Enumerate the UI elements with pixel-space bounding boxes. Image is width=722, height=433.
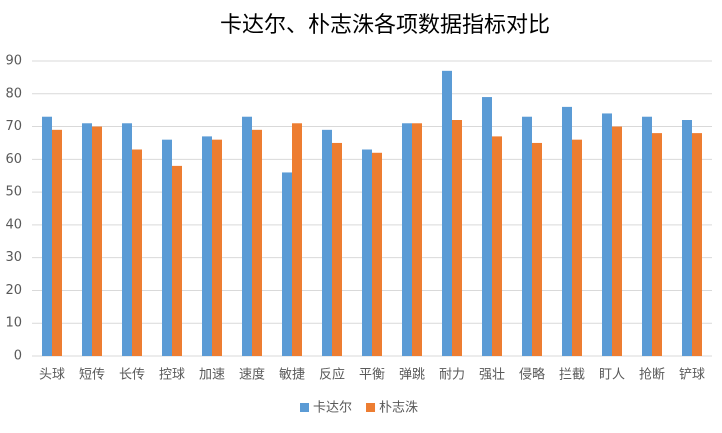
legend-label: 卡达尔 — [313, 401, 352, 416]
bar — [692, 133, 702, 356]
y-tick-label: 0 — [14, 349, 22, 364]
bar — [442, 70, 452, 356]
bar — [122, 123, 132, 357]
y-tick-label: 60 — [5, 152, 22, 167]
bar — [162, 139, 172, 356]
x-tick-label: 盯人 — [599, 368, 625, 383]
bar — [452, 120, 462, 356]
bar — [82, 123, 92, 357]
bar — [132, 149, 142, 356]
bar — [212, 139, 222, 356]
bar — [602, 113, 612, 356]
bar — [322, 129, 332, 356]
x-tick-label: 抢断 — [639, 367, 665, 383]
bar — [42, 116, 52, 356]
bar — [522, 116, 532, 356]
bar — [682, 120, 692, 356]
chart-title: 卡达尔、朴志洙各项数据指标对比 — [220, 13, 550, 38]
legend-swatch — [300, 403, 309, 412]
x-tick-label: 加速 — [199, 368, 225, 383]
y-tick-label: 40 — [5, 217, 22, 232]
x-tick-label: 平衡 — [359, 368, 385, 383]
legend-swatch — [366, 403, 376, 412]
bar — [482, 97, 492, 357]
x-tick-label: 控球 — [159, 368, 185, 383]
y-tick-label: 80 — [5, 86, 22, 101]
bar — [92, 126, 102, 356]
bar — [492, 136, 502, 356]
bar — [532, 142, 542, 356]
y-tick-label: 90 — [5, 54, 22, 69]
y-tick-label: 70 — [5, 119, 22, 134]
bar — [642, 116, 652, 356]
bar — [372, 152, 382, 356]
bar — [402, 123, 412, 357]
legend-label: 朴志洙 — [379, 401, 418, 416]
y-tick-label: 10 — [5, 316, 22, 331]
bar — [292, 123, 302, 357]
bar — [412, 123, 422, 357]
y-tick-label: 50 — [5, 185, 22, 200]
bar — [202, 136, 212, 356]
x-tick-label: 头球 — [39, 368, 65, 383]
y-tick-label: 30 — [5, 250, 22, 265]
bar — [562, 106, 572, 356]
bar — [242, 116, 252, 356]
bar — [332, 142, 342, 356]
bar — [252, 129, 262, 356]
x-tick-label: 侵略 — [519, 367, 545, 383]
bar — [172, 165, 182, 356]
x-tick-label: 速度 — [239, 367, 265, 383]
x-tick-label: 耐力 — [439, 368, 465, 383]
y-tick-label: 20 — [5, 283, 22, 298]
bar — [652, 133, 662, 356]
bar — [612, 126, 622, 356]
x-tick-label: 短传 — [79, 368, 105, 383]
bar — [572, 139, 582, 356]
bar — [282, 172, 292, 356]
x-tick-label: 敏捷 — [279, 368, 305, 383]
x-tick-label: 反应 — [319, 367, 345, 383]
x-tick-label: 铲球 — [679, 368, 705, 383]
x-tick-label: 拦截 — [559, 368, 585, 383]
x-tick-label: 弹跳 — [399, 368, 425, 383]
bar — [362, 149, 372, 356]
x-tick-label: 强壮 — [479, 368, 505, 383]
bar — [52, 129, 62, 356]
x-tick-label: 长传 — [119, 368, 145, 383]
